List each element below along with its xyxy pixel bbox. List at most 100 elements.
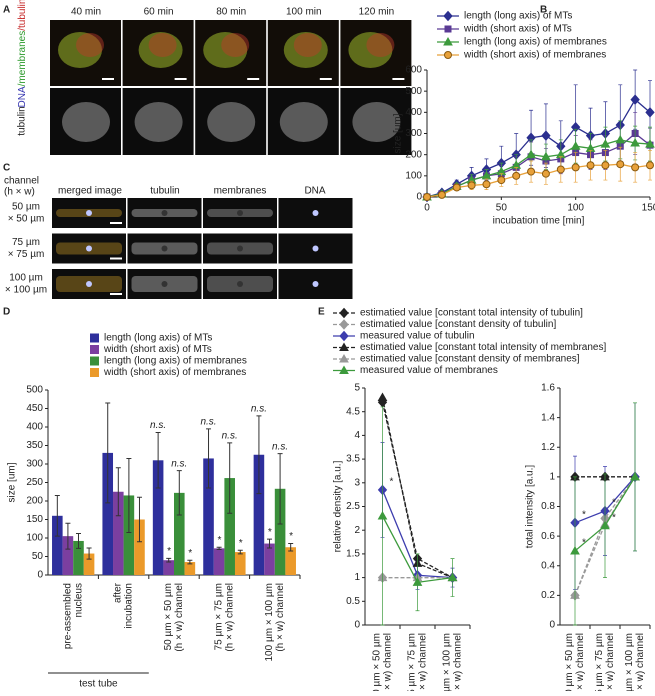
legend-label: width (short axis) of membranes xyxy=(463,50,606,61)
marker xyxy=(571,163,580,172)
bar xyxy=(184,562,196,575)
category-label: (h × w) channel xyxy=(575,633,586,691)
marker xyxy=(482,180,491,189)
bar xyxy=(203,458,214,575)
marker xyxy=(497,176,506,185)
row-label: 75 µm xyxy=(12,237,40,248)
micrograph-signal xyxy=(207,102,256,142)
legend-swatch xyxy=(90,368,99,377)
micrograph-signal xyxy=(134,102,183,142)
marker xyxy=(600,139,611,148)
marker xyxy=(527,167,536,176)
category-label: 50 µm × 50 µm xyxy=(372,633,383,691)
legend-label: width (short axis) of MTs xyxy=(463,24,572,35)
y-tick-label: 600 xyxy=(405,65,422,76)
group-label: test tube xyxy=(79,679,118,690)
column-header: 100 min xyxy=(286,7,322,18)
series-line xyxy=(574,476,636,596)
significance-label: * xyxy=(612,498,616,509)
row-label-part: /tubulin xyxy=(17,0,28,31)
y-tick-label: 500 xyxy=(405,86,422,97)
marker xyxy=(339,330,349,342)
nucleus xyxy=(312,281,319,287)
x-tick-label: 100 xyxy=(567,203,584,214)
nucleus xyxy=(161,210,168,216)
category-label: 75 µm × 75 µm xyxy=(214,583,225,650)
error-bar xyxy=(54,494,60,537)
micrograph-signal xyxy=(62,102,110,142)
legend-label: measured value of membranes xyxy=(360,365,498,376)
significance-label: * xyxy=(390,477,394,488)
error-bar xyxy=(237,549,243,555)
y-tick-label: 400 xyxy=(405,107,422,118)
y-tick-label: 200 xyxy=(26,496,43,507)
y-tick-label: 1.2 xyxy=(541,442,555,453)
category-label: (h × w) channel xyxy=(605,633,616,691)
bar xyxy=(134,519,145,575)
error-bar xyxy=(256,415,262,495)
row-label: 100 µm xyxy=(9,273,43,284)
y-tick-label: 0 xyxy=(549,620,555,631)
x-axis-label: incubation time [min] xyxy=(493,216,585,227)
legend-label: estimatied value [constant density of me… xyxy=(360,354,580,365)
marker xyxy=(646,161,654,170)
error-bar xyxy=(115,467,121,517)
y-tick-label: 100 xyxy=(26,533,43,544)
marker xyxy=(541,151,551,161)
marker xyxy=(452,183,461,192)
y-tick-label: 0.2 xyxy=(541,590,555,601)
marker xyxy=(377,392,388,401)
category-label: 75 µm × 75 µm xyxy=(594,633,605,691)
micrograph-signal xyxy=(348,32,393,68)
marker xyxy=(570,141,581,150)
legend-label: length (long axis) of membranes xyxy=(464,37,607,48)
micrograph-signal xyxy=(279,102,328,142)
marker xyxy=(447,572,458,582)
row-label-part: /membranes xyxy=(17,31,28,87)
micrograph-signal xyxy=(76,33,104,57)
legend-label: estimatied value [constant total intensi… xyxy=(360,308,583,319)
significance-label: n.s. xyxy=(251,404,267,415)
x-tick-label: 0 xyxy=(424,203,430,214)
error-bar xyxy=(267,538,273,549)
significance-label: * xyxy=(268,527,273,538)
significance-label: * xyxy=(289,531,294,542)
y-tick-label: 5 xyxy=(354,383,360,394)
y-tick-label: 400 xyxy=(26,422,43,433)
y-axis-label: size [um] xyxy=(393,113,404,153)
significance-label: n.s. xyxy=(150,420,166,431)
category-label: 50 µm × 50 µm xyxy=(564,633,575,691)
row-label: 50 µm xyxy=(12,202,40,213)
y-axis-label: total intensity [a.u.] xyxy=(525,465,536,549)
bar xyxy=(73,540,84,575)
legend-swatch xyxy=(90,356,99,366)
y-tick-label: 350 xyxy=(26,440,43,451)
y-tick-label: 300 xyxy=(405,128,422,139)
legend-label: estimatied value [constant density of tu… xyxy=(360,319,556,330)
nucleus xyxy=(161,245,168,252)
bar xyxy=(123,495,135,575)
row-label: × 50 µm xyxy=(8,214,45,225)
category-label: 100 µm × 100 µm xyxy=(442,633,453,691)
error-bar xyxy=(155,432,161,489)
nucleus xyxy=(312,210,319,216)
error-bar xyxy=(187,559,193,565)
micrograph-signal xyxy=(138,32,183,68)
category-label: 100 µm × 100 µm xyxy=(264,583,275,662)
category-label: (h × w) channel xyxy=(635,633,646,691)
y-tick-label: 1.4 xyxy=(541,412,555,423)
legend-label: width (short axis) of membranes xyxy=(103,367,246,378)
nucleus xyxy=(86,245,92,252)
y-tick-label: 1 xyxy=(549,472,555,483)
row-label: tubulin xyxy=(17,106,28,135)
significance-label: n.s. xyxy=(200,416,216,427)
y-tick-label: 100 xyxy=(405,170,422,181)
marker xyxy=(645,139,655,148)
column-header: 80 min xyxy=(216,7,246,18)
series-line xyxy=(426,163,651,198)
micrograph-signal xyxy=(283,32,328,68)
column-header: tubulin xyxy=(150,186,179,197)
bar xyxy=(264,543,275,575)
marker xyxy=(630,94,640,105)
